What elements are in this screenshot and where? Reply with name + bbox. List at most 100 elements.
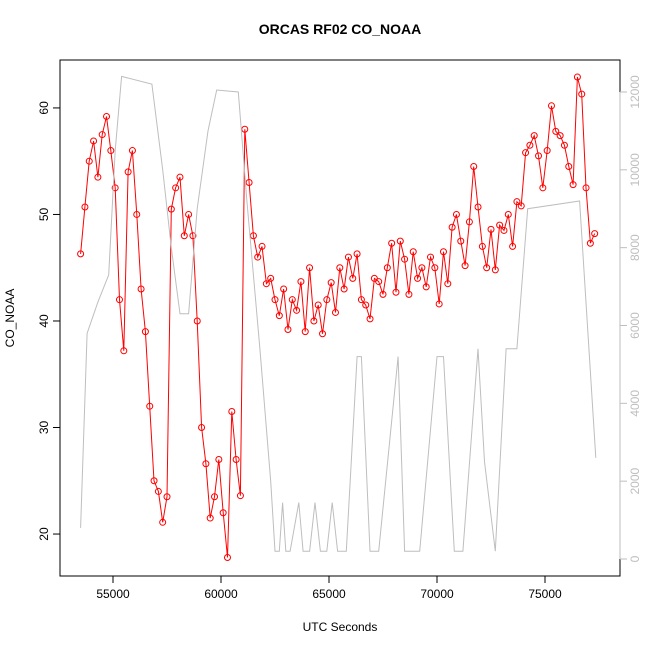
data-point xyxy=(288,296,296,304)
data-point xyxy=(189,232,197,240)
data-point xyxy=(120,347,128,355)
data-point xyxy=(137,285,145,293)
data-point xyxy=(271,296,279,304)
data-point xyxy=(509,242,517,250)
data-point xyxy=(98,131,106,139)
series-line xyxy=(80,75,597,552)
data-point xyxy=(340,285,348,293)
x-tick-label: 55000 xyxy=(96,587,130,601)
data-point xyxy=(543,147,551,155)
data-point xyxy=(193,317,201,325)
series-line xyxy=(80,76,596,558)
data-point xyxy=(439,248,447,256)
data-point xyxy=(461,262,469,270)
data-point xyxy=(366,315,374,323)
data-point xyxy=(547,102,555,110)
x-axis-label: UTC Seconds xyxy=(303,620,378,634)
y-axis-label: CO_NOAA xyxy=(3,289,17,348)
data-point xyxy=(81,203,89,211)
data-point xyxy=(176,173,184,181)
data-point xyxy=(500,226,508,234)
chart-title: ORCAS RF02 CO_NOAA xyxy=(259,21,422,37)
data-point xyxy=(167,205,175,213)
data-point xyxy=(396,237,404,245)
y-tick-label: 50 xyxy=(37,207,51,221)
data-point xyxy=(582,184,590,192)
data-point xyxy=(146,402,154,410)
data-point xyxy=(379,290,387,298)
data-point xyxy=(111,184,119,192)
data-point xyxy=(457,237,465,245)
data-point xyxy=(569,181,577,189)
data-point xyxy=(124,168,132,176)
data-point xyxy=(539,184,547,192)
data-point xyxy=(357,296,365,304)
data-point xyxy=(388,239,396,247)
data-point xyxy=(552,127,560,135)
x-tick-label: 65000 xyxy=(312,587,346,601)
data-point xyxy=(198,424,206,432)
data-point xyxy=(310,317,318,325)
data-point xyxy=(327,279,335,287)
data-point xyxy=(591,230,599,238)
data-point xyxy=(383,264,391,272)
y2-tick-label: 2000 xyxy=(628,467,642,494)
data-point xyxy=(452,210,460,218)
data-point xyxy=(245,179,253,187)
data-point xyxy=(522,149,530,157)
data-point xyxy=(185,210,193,218)
x-tick-label: 60000 xyxy=(204,587,238,601)
data-point xyxy=(232,455,240,463)
data-point xyxy=(133,210,141,218)
data-point xyxy=(401,255,409,263)
data-point xyxy=(431,264,439,272)
y2-tick-label: 0 xyxy=(628,555,642,562)
data-point xyxy=(172,184,180,192)
data-point xyxy=(331,308,339,316)
y2-tick-label: 12000 xyxy=(628,75,642,109)
data-point xyxy=(236,492,244,500)
data-point xyxy=(314,301,322,309)
data-point xyxy=(427,253,435,261)
data-point xyxy=(405,290,413,298)
data-point xyxy=(517,202,525,210)
data-point xyxy=(418,264,426,272)
data-point xyxy=(306,264,314,272)
data-point xyxy=(94,173,102,181)
data-point xyxy=(586,239,594,247)
data-point xyxy=(556,132,564,140)
data-point xyxy=(375,278,383,286)
data-point xyxy=(530,132,538,140)
data-point xyxy=(128,147,136,155)
data-point xyxy=(107,147,115,155)
y-tick-label: 30 xyxy=(37,421,51,435)
data-point xyxy=(319,330,327,338)
data-point xyxy=(465,218,473,226)
data-point xyxy=(115,296,123,304)
data-point xyxy=(293,306,301,314)
data-point xyxy=(513,198,521,206)
data-point xyxy=(180,232,188,240)
data-point xyxy=(487,225,495,233)
data-point xyxy=(280,285,288,293)
x-tick-label: 70000 xyxy=(420,587,454,601)
y-tick-label: 60 xyxy=(37,101,51,115)
data-point xyxy=(254,253,262,261)
data-point xyxy=(491,266,499,274)
data-point xyxy=(219,509,227,517)
y2-tick-label: 6000 xyxy=(628,312,642,339)
data-point xyxy=(297,278,305,286)
data-point xyxy=(141,328,149,336)
data-point xyxy=(414,274,422,282)
data-point xyxy=(90,137,98,145)
data-point xyxy=(336,264,344,272)
data-point xyxy=(353,250,361,258)
data-point xyxy=(535,152,543,160)
data-point xyxy=(228,408,236,416)
data-point xyxy=(483,264,491,272)
data-point xyxy=(211,493,219,501)
data-point xyxy=(444,280,452,288)
data-point xyxy=(526,141,534,149)
data-point xyxy=(344,253,352,261)
